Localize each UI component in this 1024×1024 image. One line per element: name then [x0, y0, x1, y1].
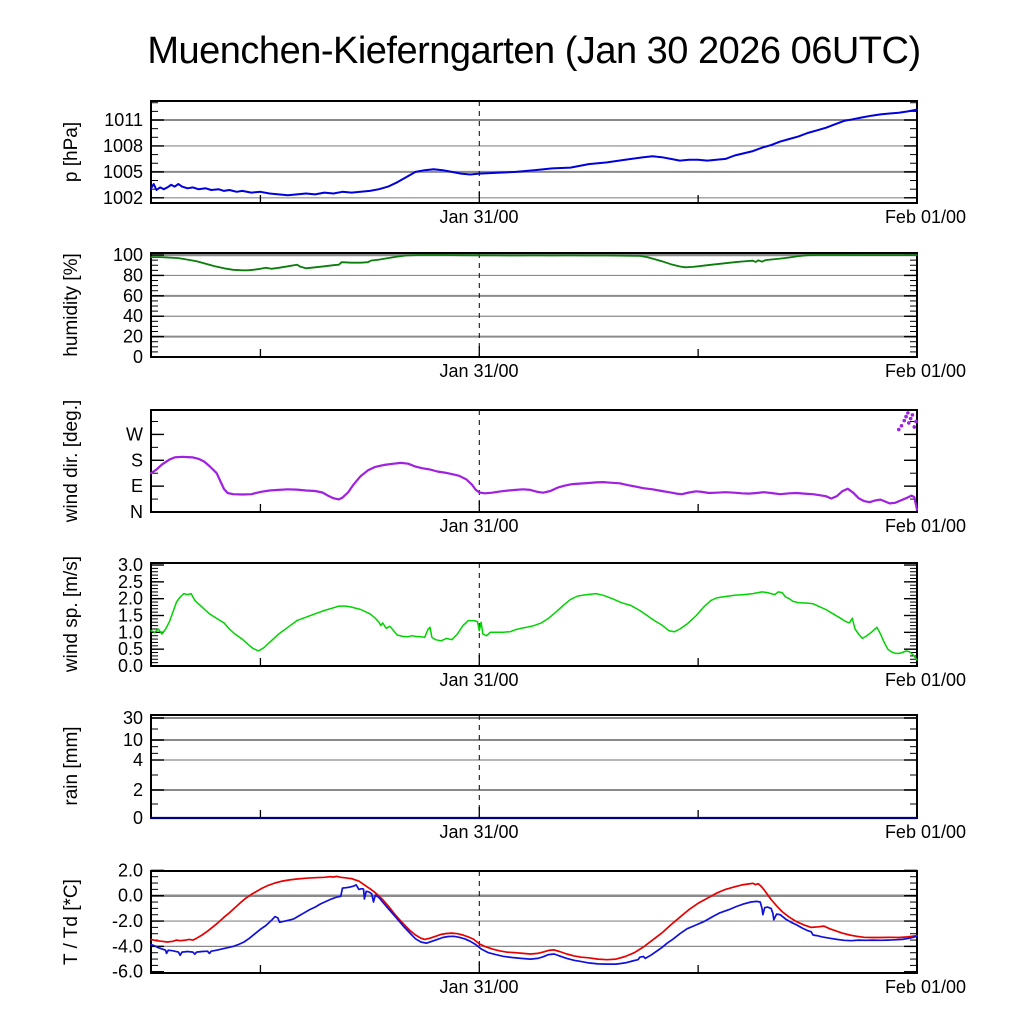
y-tick-label: 2.0: [118, 860, 143, 880]
panel-temperature-series: [150, 875, 918, 965]
y-tick-label: 10: [123, 730, 143, 750]
series-line-humidity: [150, 254, 918, 272]
y-tick-label: 1005: [103, 162, 143, 182]
panel-wind-speed-series: [150, 591, 918, 661]
y-tick-label: 80: [123, 265, 143, 285]
x-tick-label-feb01-humidity: Feb 01/00: [884, 361, 966, 381]
series-point-wind-direction-north-wrap: [908, 416, 913, 421]
series-line-pressure: [150, 108, 918, 197]
y-tick-label: 0: [133, 347, 143, 367]
y-tick-label: 0: [133, 808, 143, 828]
y-tick-label: 20: [123, 327, 143, 347]
x-tick-label-feb01-temperature: Feb 01/00: [884, 977, 966, 997]
panel-wind-direction-series: [150, 411, 918, 511]
panel-pressure-series: [150, 108, 918, 197]
y-tick-label: 3.0: [118, 555, 143, 575]
series-point-wind-direction-north-wrap: [912, 425, 917, 429]
panel-temperature: -6.0 -4.0 -2.0 0.0 2.0: [112, 860, 918, 982]
panel-border: [150, 562, 918, 667]
y-tick-label: 40: [123, 306, 143, 326]
y-tick-label: 1008: [103, 136, 143, 156]
y-tick-label: -2.0: [112, 911, 143, 931]
y-axis-label-pressure: p [hPa]: [61, 121, 82, 183]
y-tick-label: 1.0: [118, 622, 143, 642]
series-point-wind-direction-north-wrap: [906, 411, 910, 415]
x-tick-label-jan31-humidity: Jan 31/00: [439, 361, 519, 381]
y-tick-label: W: [126, 424, 143, 444]
y-tick-label: 60: [123, 286, 143, 306]
y-axis-label-rain: rain [mm]: [61, 726, 82, 806]
y-tick-label: 100: [113, 245, 143, 265]
y-tick-label: 1002: [103, 188, 143, 208]
y-tick-label: 1011: [104, 110, 143, 130]
panel-pressure: 1002 1005 1008 1011: [103, 100, 918, 208]
series-point-wind-direction-north-wrap: [902, 418, 907, 423]
panel-border: [150, 409, 918, 513]
y-tick-label: S: [131, 450, 143, 470]
y-tick-label: -4.0: [112, 936, 143, 956]
x-tick-label-jan31-winddir: Jan 31/00: [439, 516, 519, 536]
y-tick-label: 2: [133, 780, 143, 800]
x-tick-label-jan31-windspeed: Jan 31/00: [439, 670, 519, 690]
y-axis-label-temperature: T / Td [*C]: [61, 879, 82, 965]
series-point-wind-direction-north-wrap: [904, 414, 908, 419]
x-tick-label-feb01-pressure: Feb 01/00: [884, 207, 966, 227]
series-point-wind-direction-north-wrap: [910, 413, 915, 417]
series-point-wind-direction-north-wrap: [896, 427, 901, 432]
series-point-wind-direction-north-wrap: [899, 424, 904, 428]
panel-border: [150, 252, 918, 358]
y-tick-label: N: [130, 502, 143, 522]
x-tick-label-feb01-rain: Feb 01/00: [884, 822, 966, 842]
y-tick-label: 0.0: [118, 886, 143, 906]
y-tick-label: -6.0: [112, 962, 143, 982]
series-point-wind-direction-north-wrap: [906, 421, 911, 425]
y-axis-label-wind-direction: wind dir. [deg.]: [61, 399, 82, 523]
y-tick-label: 2.5: [118, 572, 143, 592]
panel-border: [150, 870, 918, 974]
y-axis-label-wind-speed: wind sp. [m/s]: [61, 555, 82, 673]
series-line-dewpoint-Td: [150, 884, 918, 965]
y-tick-label: 1.5: [118, 606, 143, 626]
x-tick-label-jan31-rain: Jan 31/00: [439, 822, 519, 842]
panel-wind-speed: 0.00.51.01.52.02.53.0: [118, 555, 918, 676]
x-tick-label-feb01-winddir: Feb 01/00: [884, 516, 966, 536]
y-tick-label: 30: [123, 708, 143, 728]
panel-humidity-series: [150, 254, 918, 272]
y-axis-label-humidity: humidity [%]: [61, 253, 82, 357]
x-tick-label-jan31-pressure: Jan 31/00: [439, 207, 519, 227]
y-tick-label: E: [131, 476, 143, 496]
y-tick-label: 2.0: [118, 589, 143, 609]
panel-border: [150, 714, 918, 819]
series-line-temperature-T: [150, 875, 918, 961]
y-tick-label: 4: [133, 750, 143, 770]
series-point-wind-direction-north-wrap: [914, 419, 918, 424]
x-tick-label-jan31-temperature: Jan 31/00: [439, 977, 519, 997]
series-line-wind-direction: [150, 455, 918, 511]
panel-border: [150, 100, 918, 204]
x-tick-label-feb01-windspeed: Feb 01/00: [884, 670, 966, 690]
series-line-wind-speed: [150, 591, 918, 661]
y-tick-label: 0.0: [118, 656, 143, 676]
chart-title: Muenchen-Kieferngarten (Jan 30 2026 06UT…: [147, 30, 921, 72]
y-tick-label: 0.5: [118, 639, 143, 659]
